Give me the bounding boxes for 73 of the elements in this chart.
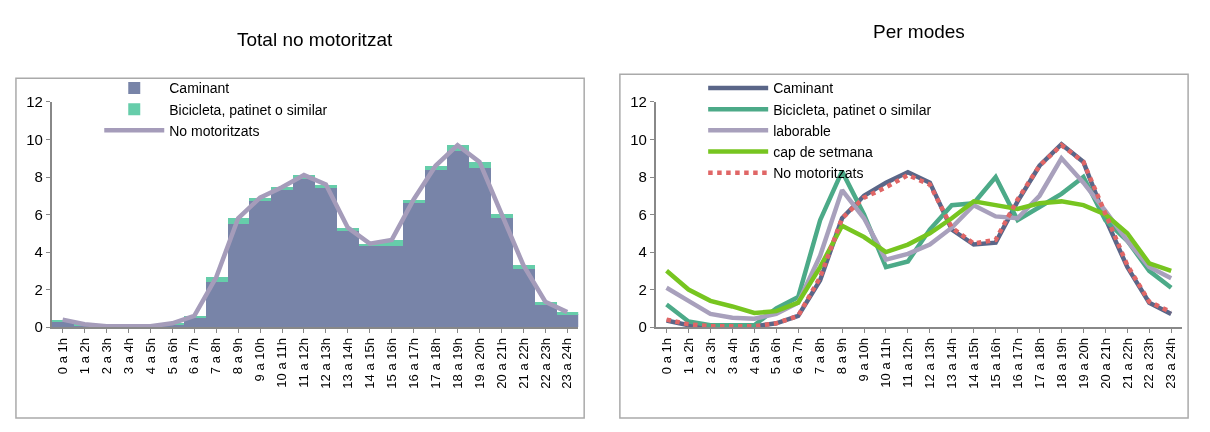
x-tick-label: 16 a 17h (1009, 338, 1025, 389)
x-tick-label: 18 a 19h (449, 338, 465, 389)
y-tick-label: 2 (34, 280, 43, 298)
x-tick-label: 10 a 11h (878, 338, 894, 388)
x-tick-label: 17 a 18h (427, 338, 443, 389)
x-tick-label: 10 a 11h (274, 338, 290, 388)
y-tick-label: 10 (630, 130, 647, 148)
legend-label: No motoritzats (773, 165, 864, 182)
x-tick-label: 19 a 20h (471, 338, 487, 389)
x-tick-label: 5 a 6h (768, 338, 784, 375)
y-tick-label: 0 (34, 318, 43, 336)
legend-label: Caminant (169, 80, 230, 97)
legend-label: Caminant (773, 80, 834, 97)
x-tick-label: 0 a 1h (658, 338, 674, 375)
x-tick-label: 19 a 20h (1075, 338, 1091, 389)
x-tick-label: 6 a 7h (186, 338, 202, 375)
y-tick-label: 8 (34, 168, 43, 186)
y-tick-label: 12 (26, 93, 43, 111)
x-tick-label: 15 a 16h (987, 338, 1003, 389)
x-tick-label: 7 a 8h (208, 338, 224, 375)
legend-label: laborable (773, 122, 831, 139)
y-tick-label: 4 (34, 243, 43, 261)
x-tick-label: 8 a 9h (834, 338, 850, 375)
x-tick-label: 12 a 13h (318, 338, 334, 389)
x-tick-label: 13 a 14h (340, 338, 356, 389)
legend-label: Bicicleta, patinet o similar (773, 101, 932, 118)
x-tick-label: 9 a 10h (252, 338, 268, 382)
chart-title: Total no motoritzat (237, 29, 393, 50)
y-tick-label: 8 (638, 168, 647, 186)
x-tick-label: 4 a 5h (142, 338, 158, 375)
x-tick-label: 11 a 12h (296, 338, 312, 388)
x-tick-label: 3 a 4h (724, 338, 740, 375)
x-tick-label: 8 a 9h (230, 338, 246, 375)
legend-label: Bicicleta, patinet o similar (169, 101, 328, 118)
x-tick-label: 2 a 3h (702, 338, 718, 375)
y-tick-label: 2 (638, 280, 647, 298)
legend-label: No motoritzats (169, 122, 260, 139)
x-tick-label: 22 a 23h (537, 338, 553, 389)
x-tick-label: 15 a 16h (383, 338, 399, 389)
x-tick-label: 14 a 15h (965, 338, 981, 389)
x-tick-label: 22 a 23h (1141, 338, 1157, 389)
y-tick-label: 4 (638, 243, 647, 261)
x-tick-label: 20 a 21h (493, 338, 509, 389)
x-tick-label: 21 a 22h (515, 338, 531, 389)
x-tick-label: 6 a 7h (790, 338, 806, 375)
x-tick-label: 14 a 15h (362, 338, 378, 389)
x-tick-label: 12 a 13h (922, 338, 938, 389)
x-tick-label: 23 a 24h (1163, 338, 1179, 389)
x-tick-label: 5 a 6h (164, 338, 180, 375)
x-tick-label: 0 a 1h (54, 338, 70, 375)
y-tick-label: 12 (630, 93, 647, 111)
x-tick-label: 11 a 12h (900, 338, 916, 388)
x-tick-label: 3 a 4h (120, 338, 136, 375)
chart-title: Per modes (873, 21, 965, 42)
legend-label: cap de setmana (773, 143, 874, 160)
line-series (664, 199, 1174, 316)
x-tick-label: 2 a 3h (98, 338, 114, 375)
x-tick-label: 18 a 19h (1053, 338, 1069, 389)
x-tick-label: 16 a 17h (405, 338, 421, 389)
x-tick-label: 13 a 14h (944, 338, 959, 389)
x-tick-label: 21 a 22h (1119, 338, 1135, 389)
x-tick-label: 7 a 8h (812, 338, 828, 375)
x-tick-label: 20 a 21h (1097, 338, 1113, 389)
x-tick-label: 1 a 2h (680, 338, 696, 375)
y-tick-label: 10 (26, 130, 43, 148)
x-tick-label: 23 a 24h (559, 338, 575, 389)
y-tick-label: 6 (638, 205, 647, 223)
x-tick-label: 1 a 2h (76, 338, 92, 375)
y-tick-label: 6 (34, 205, 43, 223)
x-tick-label: 9 a 10h (856, 338, 872, 382)
y-tick-label: 0 (638, 318, 647, 336)
x-tick-label: 17 a 18h (1031, 338, 1047, 389)
x-tick-label: 4 a 5h (746, 338, 762, 375)
